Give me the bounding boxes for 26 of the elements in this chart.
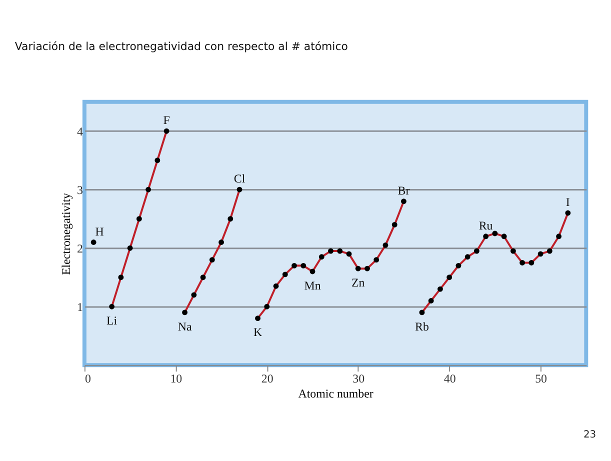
- annotation: Na: [178, 319, 192, 334]
- x-tick-label: 10: [170, 372, 182, 386]
- x-tick-label: 40: [444, 372, 456, 386]
- annotation: Mn: [304, 278, 321, 292]
- point: [90, 240, 96, 245]
- x-tick-label: 50: [535, 372, 548, 386]
- annotation: F: [163, 113, 170, 128]
- x-tick-label: 0: [84, 372, 91, 386]
- annotation: K: [253, 325, 262, 340]
- annotation: Zn: [351, 275, 365, 290]
- x-axis-title: Atomic number: [298, 386, 374, 400]
- annotation: I: [566, 195, 570, 210]
- annotation: Li: [106, 313, 118, 328]
- chart-title: Variación de la electronegatividad con respecto al # atómico: [14, 40, 348, 54]
- annotation: Cl: [234, 172, 246, 186]
- text: 23: [583, 430, 596, 441]
- annotation: Br: [398, 183, 410, 198]
- y-tick-label: 1: [77, 300, 84, 314]
- y-tick-label: 3: [77, 183, 84, 198]
- y-tick-label: 2: [77, 242, 84, 256]
- x-tick-label: 30: [352, 372, 365, 386]
- annotation: Ru: [478, 218, 493, 232]
- x-tick-label: 20: [261, 372, 274, 386]
- y-axis-title: Electronegativity: [59, 192, 74, 275]
- annotation: H: [95, 224, 104, 238]
- annotation: Rb: [415, 319, 429, 334]
